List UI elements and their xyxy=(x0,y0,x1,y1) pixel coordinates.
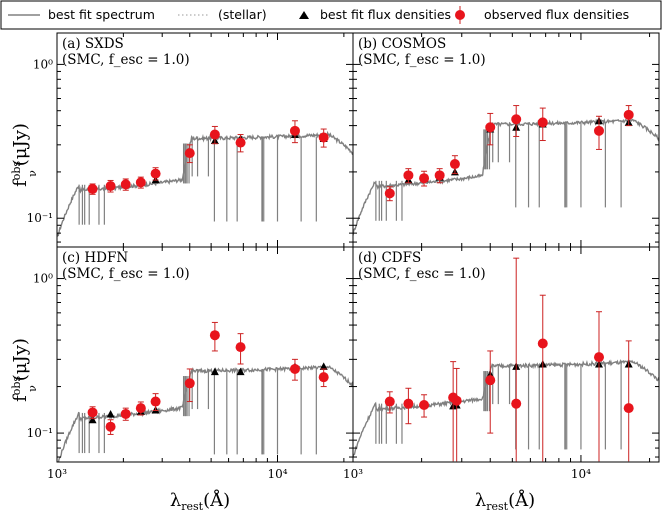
panel-title: (c) HDFN xyxy=(62,250,128,266)
panel-subtitle: (SMC, f_esc = 1.0) xyxy=(358,52,486,68)
legend: best fit spectrum (stellar) best fit flu… xyxy=(0,0,662,30)
panel-d: 10³ 10⁴ (d) CDFS(SMC, f_esc = 1.0) xyxy=(343,246,660,481)
model-flux-marker xyxy=(106,409,115,418)
observed-flux-marker xyxy=(434,170,445,181)
observed-flux-marker xyxy=(209,330,220,341)
observed-flux-marker xyxy=(403,170,414,181)
observed-flux-marker xyxy=(87,183,98,194)
observed-flux-marker xyxy=(184,148,195,159)
observed-flux-marker xyxy=(235,342,246,353)
observed-flux-marker xyxy=(209,129,220,140)
legend-observed-label: observed flux densities xyxy=(484,7,629,22)
observed-flux-marker xyxy=(384,188,395,199)
spectrum-line xyxy=(353,358,659,458)
panel-c: 10⁰ 10⁻¹ 10³ 10⁴ (c) HDFN(SMC, f_esc = 1.0) xyxy=(27,246,354,481)
observed-flux-marker xyxy=(419,173,430,184)
model-flux-marker xyxy=(236,367,245,376)
panel-title: (a) SXDS xyxy=(62,36,124,52)
panel-frame xyxy=(352,246,660,463)
observed-flux-marker xyxy=(135,403,146,414)
svg-text:λrest(Å): λrest(Å) xyxy=(475,489,535,513)
observed-flux-marker xyxy=(318,132,329,143)
panel-b: (b) COSMOS(SMC, f_esc = 1.0) xyxy=(352,32,660,248)
legend-stellar-label: (stellar) xyxy=(218,7,267,22)
y-tick-label: 10⁻¹ xyxy=(27,211,53,225)
panel-title: (b) COSMOS xyxy=(358,36,446,52)
y-tick-label: 10⁰ xyxy=(33,272,53,286)
y-tick-label: 10⁻¹ xyxy=(27,426,53,440)
observed-flux-marker xyxy=(318,372,329,383)
spectrum-line xyxy=(57,130,353,237)
observed-flux-marker xyxy=(289,363,300,374)
observed-flux-marker xyxy=(623,109,634,120)
observed-flux-marker xyxy=(384,396,395,407)
y-axis-label-bottom: fobs ν(μJy) xyxy=(10,338,40,402)
panel-a: 10⁰ 10⁻¹ (a) SXDS(SMC, f_esc = 1.0) xyxy=(27,32,354,248)
observed-flux-marker xyxy=(419,399,430,410)
observed-flux-marker xyxy=(451,395,462,406)
x-tick-label: 10³ xyxy=(47,467,67,481)
observed-flux-marker xyxy=(235,137,246,148)
model-flux-marker xyxy=(210,367,219,376)
svg-text:λrest(Å): λrest(Å) xyxy=(170,489,230,513)
observed-flux-marker xyxy=(184,378,195,389)
observed-flux-marker xyxy=(485,375,496,386)
panel-subtitle: (SMC, f_esc = 1.0) xyxy=(358,266,486,282)
observed-flux-marker xyxy=(537,117,548,128)
observed-flux-marker xyxy=(105,180,116,191)
spectrum-line xyxy=(57,364,353,462)
observed-flux-marker xyxy=(105,421,116,432)
spectrum-line xyxy=(353,117,659,236)
y-axis-label-top: fobs ν(μJy) xyxy=(10,123,40,187)
legend-circle-marker xyxy=(455,10,465,20)
x-tick-label: 10⁴ xyxy=(571,467,591,481)
observed-flux-marker xyxy=(449,159,460,170)
panel-subtitle: (SMC, f_esc = 1.0) xyxy=(62,52,190,68)
x-axis-label-right: λrest(Å) xyxy=(475,489,535,513)
observed-flux-marker xyxy=(593,125,604,136)
observed-flux-marker xyxy=(150,396,161,407)
observed-flux-marker xyxy=(485,122,496,133)
model-flux-marker xyxy=(88,415,97,424)
observed-flux-marker xyxy=(120,179,131,190)
observed-flux-marker xyxy=(120,408,131,419)
observed-flux-marker xyxy=(623,403,634,414)
panel-subtitle: (SMC, f_esc = 1.0) xyxy=(62,266,190,282)
observed-flux-marker xyxy=(537,338,548,349)
y-tick-label: 10⁰ xyxy=(33,57,53,71)
model-flux-marker xyxy=(319,362,328,370)
legend-spectrum-label: best fit spectrum xyxy=(48,7,155,22)
observed-flux-marker xyxy=(135,177,146,188)
legend-model-label: best fit flux densities xyxy=(320,7,451,22)
observed-flux-marker xyxy=(150,168,161,179)
legend-frame xyxy=(0,0,662,30)
x-axis-label-left: λrest(Å) xyxy=(170,489,230,513)
observed-flux-marker xyxy=(511,398,522,409)
panel-title: (d) CDFS xyxy=(358,250,421,266)
legend-triangle-marker xyxy=(299,11,309,19)
x-tick-label: 10³ xyxy=(343,467,363,481)
observed-flux-marker xyxy=(403,398,414,409)
observed-flux-marker xyxy=(511,114,522,125)
observed-flux-marker xyxy=(289,125,300,136)
observed-flux-marker xyxy=(87,407,98,418)
x-tick-label: 10⁴ xyxy=(267,467,287,481)
observed-flux-marker xyxy=(593,352,604,363)
